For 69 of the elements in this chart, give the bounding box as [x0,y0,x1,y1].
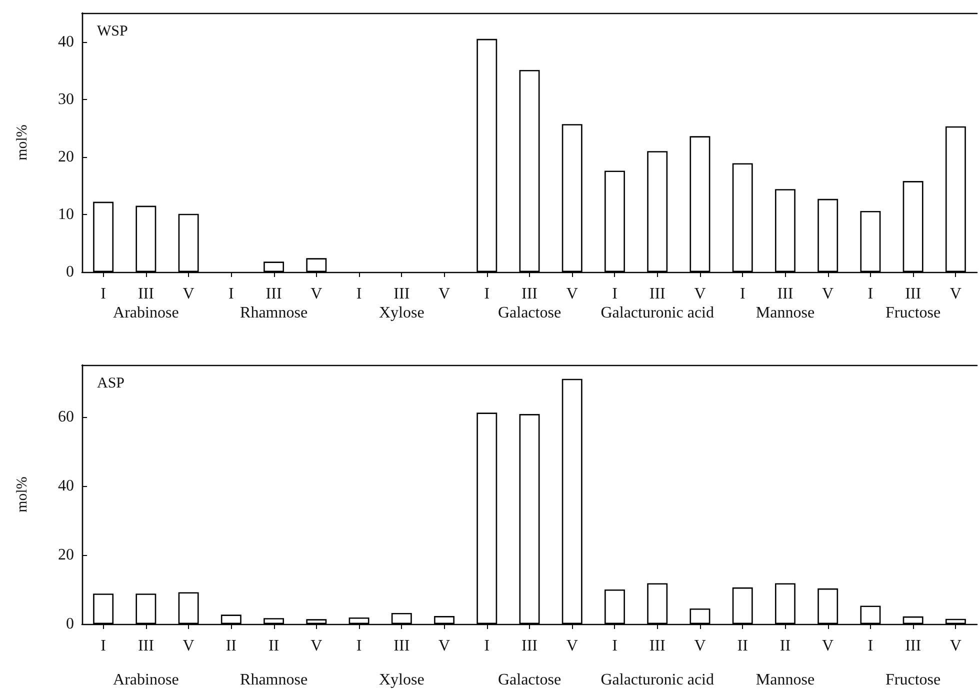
x-tick-label: V [438,638,450,654]
y-tick-label: 0 [66,264,74,280]
x-tick-label: V [566,638,578,654]
x-tick-label: I [356,286,362,302]
x-tick-label: I [868,286,874,302]
x-tick-label: I [228,286,234,302]
x-tick-label: V [822,286,834,302]
text: WSP [97,24,128,40]
x-tick-label: I [484,638,490,654]
x-tick-label: III [394,286,410,302]
text: Galactose [498,672,562,688]
x-tick-label: III [522,638,538,654]
x-tick-label: V [950,638,962,654]
y-tick-label: 30 [58,90,74,108]
x-tick-label: III [649,638,666,654]
text: Galacturonic acid [600,672,714,688]
x-tick-label: V [694,638,706,654]
x-tick-label: I [100,638,106,654]
text: Xylose [378,304,424,322]
x-tick-label: I [612,638,618,654]
x-tick-label: I [612,286,618,302]
y-tick-label: 20 [58,546,74,564]
text: Fructose [886,304,941,322]
y-tick-label: 0 [66,616,74,632]
text: Mannose [756,304,815,322]
y-tick-label: 10 [58,206,74,223]
text: Arabinose [113,672,179,688]
x-tick-label: III [522,286,538,302]
x-tick-label: III [905,638,922,654]
y-tick-label: 20 [58,148,74,166]
x-tick-label: III [266,286,282,302]
x-tick-label: III [905,286,922,302]
y-tick-label: 40 [58,477,74,494]
x-tick-label: V [566,286,578,302]
x-tick-label: I [356,638,362,654]
y-tick-label: 60 [58,408,74,426]
text: Mannose [756,672,815,688]
x-tick-label: I [100,286,106,302]
text: Xylose [378,672,424,688]
text: Fructose [886,672,941,688]
y-tick-label: 40 [58,33,74,50]
x-tick-label: I [740,286,746,302]
text: Galacturonic acid [600,304,714,322]
text: ASP [97,376,125,392]
x-tick-label: V [310,286,323,302]
text: Galactose [498,304,562,322]
x-tick-label: I [484,286,490,302]
x-tick-label: III [394,638,410,654]
x-tick-label: III [138,638,154,654]
x-tick-label: III [649,286,666,302]
x-tick-label: V [822,638,834,654]
x-tick-label: II [737,638,748,654]
x-tick-label: V [310,638,323,654]
x-tick-label: II [226,638,236,654]
text: Rhamnose [240,672,308,688]
text: Arabinose [113,304,179,322]
x-tick-label: V [182,286,195,302]
x-tick-label: V [182,638,195,654]
x-tick-label: V [694,286,706,302]
y-axis-title: mol% [14,124,30,160]
x-tick-label: V [950,286,962,302]
x-tick-label: II [780,638,791,654]
x-tick-label: III [138,286,154,302]
x-tick-label: I [868,638,874,654]
x-tick-label: V [438,286,450,302]
text: Rhamnose [240,304,308,322]
x-tick-label: III [777,286,794,302]
x-tick-label: II [268,638,280,654]
y-axis-title: mol% [14,476,30,512]
